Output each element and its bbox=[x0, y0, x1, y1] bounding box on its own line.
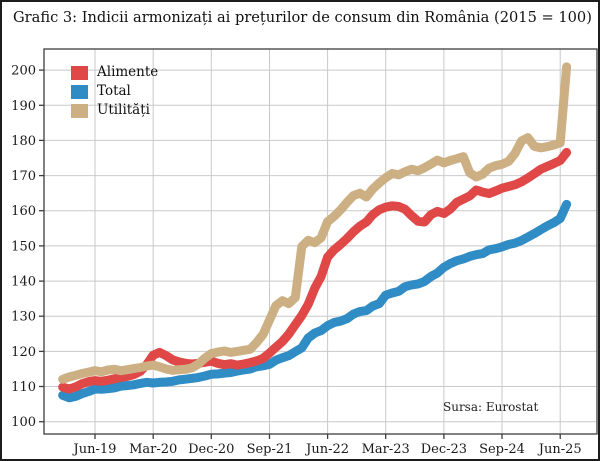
alimente-color-swatch bbox=[71, 65, 88, 80]
chart-title: Grafic 3: Indicii armonizați ai prețuril… bbox=[13, 9, 592, 26]
y-tick-label: 160 bbox=[11, 204, 36, 219]
legend-item-utilitati: Utilități bbox=[71, 101, 158, 120]
y-tick-label: 110 bbox=[11, 380, 36, 395]
legend-label-total: Total bbox=[97, 82, 131, 99]
x-tick-label: Dec-20 bbox=[188, 442, 234, 457]
chart-legend: Alimente Total Utilități bbox=[71, 63, 158, 120]
x-tick-label: Jun-19 bbox=[72, 442, 117, 457]
x-tick-label: Jun-25 bbox=[537, 442, 582, 457]
y-tick-label: 150 bbox=[11, 239, 36, 254]
y-tick-label: 170 bbox=[11, 169, 36, 184]
series-line-utilitati bbox=[58, 62, 572, 384]
x-tick-label: Mar-23 bbox=[362, 442, 410, 457]
y-tick-label: 200 bbox=[11, 64, 36, 79]
x-tick-label: Sep-21 bbox=[247, 442, 293, 457]
y-tick-label: 180 bbox=[11, 134, 36, 149]
series-line-total bbox=[58, 199, 572, 403]
y-tick-label: 190 bbox=[11, 99, 36, 114]
x-tick-label: Jun-22 bbox=[304, 442, 349, 457]
legend-item-alimente: Alimente bbox=[71, 63, 158, 82]
legend-label-utilitati: Utilități bbox=[97, 101, 150, 118]
source-note: Sursa: Eurostat bbox=[443, 400, 539, 414]
y-tick-label: 100 bbox=[11, 415, 36, 430]
plot-border bbox=[43, 48, 598, 435]
legend-label-alimente: Alimente bbox=[97, 63, 159, 80]
y-tick-label: 130 bbox=[11, 310, 36, 325]
y-tick-label: 120 bbox=[11, 345, 36, 360]
series-line-alimente bbox=[58, 147, 572, 394]
utilitati-color-swatch bbox=[71, 103, 88, 118]
y-tick-label: 140 bbox=[11, 275, 36, 290]
total-color-swatch bbox=[71, 84, 88, 99]
x-tick-label: Mar-20 bbox=[129, 442, 177, 457]
x-tick-label: Sep-24 bbox=[479, 442, 525, 457]
legend-item-total: Total bbox=[71, 82, 158, 101]
x-tick-label: Dec-23 bbox=[421, 442, 467, 457]
